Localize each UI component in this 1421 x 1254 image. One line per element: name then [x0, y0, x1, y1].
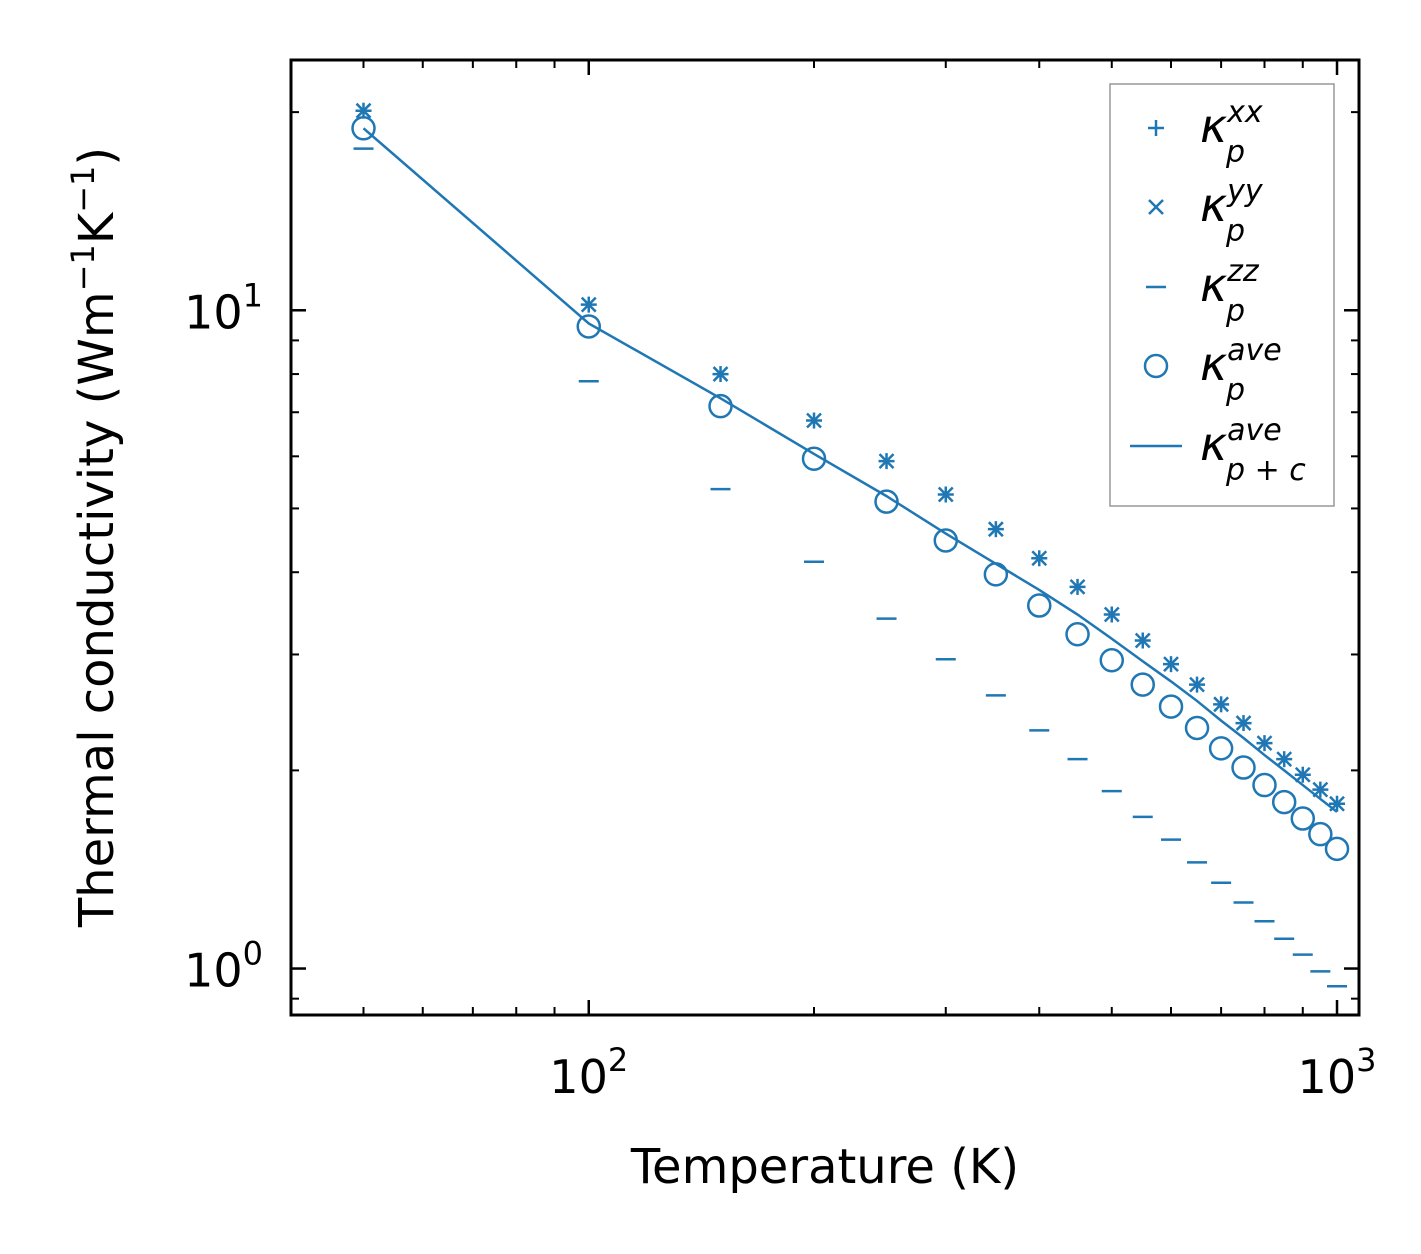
y-tick-label-exp: 0: [243, 935, 263, 973]
legend-label-sub: p: [1225, 135, 1245, 170]
legend-item-kpc: κave p + c: [1130, 413, 1306, 488]
legend-swatch-marker: [1143, 353, 1169, 379]
y-tick-label: 100: [184, 935, 263, 998]
legend-label-base: κ: [1200, 178, 1227, 232]
data-point-kave: [1231, 755, 1256, 780]
data-point-kave: [1130, 672, 1155, 697]
data-point-kyy: [1213, 696, 1229, 713]
data-point-kyy: [1256, 735, 1273, 752]
legend-label-base: κ: [1200, 99, 1227, 153]
legend-label: κave p: [1200, 333, 1282, 408]
legend-label-sub: p: [1225, 294, 1245, 329]
legend-label-base: κ: [1200, 337, 1227, 391]
legend-label-sup: yy: [1226, 174, 1264, 209]
legend-label-sup: ave: [1227, 333, 1282, 368]
y-tick-label: 101: [184, 276, 263, 339]
legend-box: [1109, 83, 1335, 507]
y-tick-label-base: 10: [184, 944, 243, 998]
data-point-kave: [1324, 836, 1350, 862]
data-point-kyy: [1189, 676, 1205, 693]
y-axis-title-sup1: −1: [64, 244, 102, 291]
x-tick-label-exp: 3: [1356, 1041, 1376, 1079]
data-point-kyy: [1235, 715, 1252, 731]
legend-label-base: κ: [1200, 417, 1227, 471]
data-point-kyy: [1031, 550, 1048, 567]
data-point-kyy: [987, 521, 1004, 538]
legend-swatch-marker: [1148, 120, 1164, 136]
y-axis-title-sup2: −1: [64, 166, 102, 213]
x-tick-label: 102: [549, 1041, 628, 1104]
legend-label: κyy p: [1200, 174, 1264, 249]
data-point-kyy: [1276, 751, 1293, 768]
legend-label-sup: xx: [1226, 95, 1263, 130]
series-kyy: [355, 102, 1345, 812]
data-point-kave: [1208, 736, 1234, 761]
data-point-kave: [1099, 647, 1125, 673]
data-point-kyy: [580, 296, 597, 313]
data-point-kyy: [1134, 632, 1151, 649]
legend-label-sub: p: [1225, 214, 1245, 249]
data-point-kave: [1065, 621, 1090, 647]
series-line-kpc: [362, 127, 1338, 813]
data-point-kyy: [1163, 656, 1179, 673]
data-point-kyy: [878, 453, 895, 470]
x-tick-label-exp: 2: [608, 1041, 628, 1079]
axes-frame: [289, 58, 1361, 1017]
legend-item-kyy: κyy p: [1148, 174, 1264, 249]
data-point-kyy: [1069, 579, 1086, 595]
x-tick-label: 103: [1298, 1041, 1377, 1104]
y-axis-title-mid: K: [69, 211, 125, 244]
legend-item-kave: κave p: [1143, 333, 1282, 408]
data-point-kyy: [1294, 766, 1311, 783]
y-axis-title: Thermal conductivity (Wm−1K−1): [64, 147, 125, 928]
data-point-kave: [351, 116, 376, 141]
series-kzz: [353, 147, 1348, 988]
data-point-kyy: [937, 486, 954, 503]
series-kave: [351, 116, 1350, 862]
data-point-kave: [1027, 593, 1052, 618]
data-point-kyy: [712, 366, 729, 382]
y-axis-title-main: Thermal conductivity (Wm: [69, 291, 125, 928]
legend-label-sup: ave: [1227, 413, 1282, 448]
legend-label-sup: zz: [1226, 254, 1260, 289]
legend-label-sub: p: [1225, 373, 1245, 408]
plot-area: [351, 102, 1350, 988]
data-point-kyy: [1103, 606, 1120, 623]
y-axis-title-end: ): [69, 147, 125, 166]
data-point-kave: [1308, 821, 1333, 847]
x-tick-label-base: 10: [549, 1050, 608, 1104]
data-point-kave: [1271, 789, 1297, 815]
x-axis-title: Temperature (K): [630, 1139, 1019, 1195]
data-point-kyy: [806, 412, 822, 429]
legend-label-base: κ: [1200, 258, 1227, 312]
data-point-kave: [1290, 806, 1316, 831]
legend-label: κxx p: [1200, 95, 1263, 170]
data-point-kave: [1252, 772, 1277, 798]
legend-label-sub: p + c: [1225, 453, 1306, 488]
y-tick-label-exp: 1: [243, 276, 263, 314]
y-tick-label-base: 10: [184, 285, 243, 339]
legend-swatch-marker: [1148, 199, 1164, 215]
x-tick-label-base: 10: [1298, 1050, 1357, 1104]
data-point-kave: [576, 314, 602, 339]
legend-item-kzz: κzz p: [1146, 254, 1260, 329]
legend-item-kxx: κxx p: [1148, 95, 1263, 170]
data-point-kyy: [355, 102, 372, 119]
legend-label: κzz p: [1200, 254, 1260, 329]
legend-label: κave p + c: [1200, 413, 1306, 488]
data-point-kave: [801, 446, 827, 471]
data-point-kave: [1158, 694, 1184, 719]
data-point-kave: [1184, 715, 1210, 741]
series-kpc: [362, 127, 1338, 813]
